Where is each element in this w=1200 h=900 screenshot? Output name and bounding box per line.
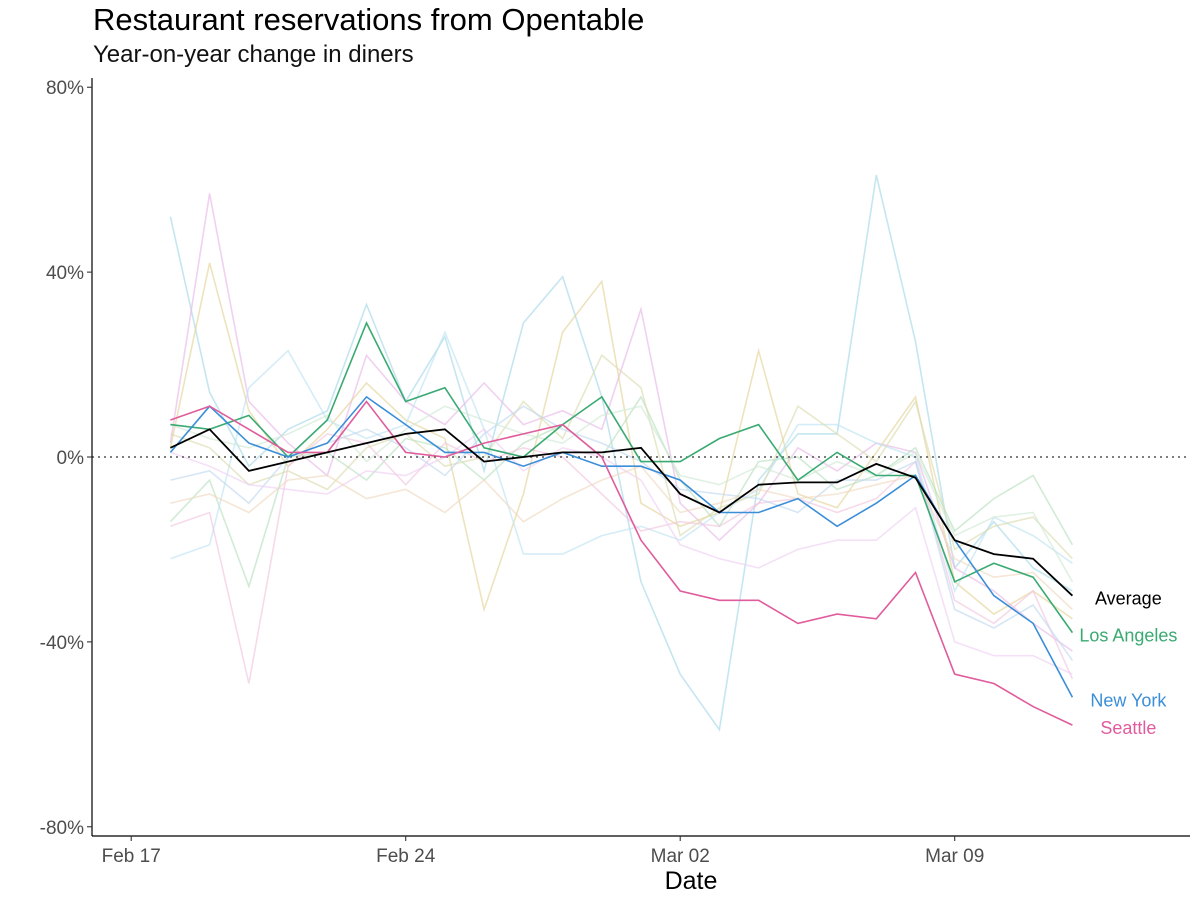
end-label-new-york: New York [1090,690,1167,710]
series-line-new-york [169,395,1074,698]
end-label-seattle: Seattle [1100,718,1156,738]
axes: 80% 40% 0% -40% -80% Feb 17 Feb 24 Mar 02 Mar 09 [40,78,1190,867]
context-series-line [170,354,1073,560]
series-line-average [170,428,1074,597]
chart-title: Restaurant reservations from Opentable [93,2,645,37]
y-tick-label: 40% [46,263,84,284]
x-tick-label: Feb 24 [376,846,436,867]
highlighted-series-group [169,321,1074,726]
y-tick-label: 80% [46,78,84,99]
x-tick-label: Feb 17 [102,846,161,867]
context-series-line [169,193,1073,652]
x-axis-title: Date [665,867,718,895]
y-tick-label: -40% [40,633,84,654]
context-series-line [169,174,1073,732]
x-tick-label: Mar 02 [651,846,710,867]
context-series-line [170,428,1073,675]
context-series-line [170,405,1074,583]
chart-subtitle: Year-on-year change in diners [93,41,414,68]
series-line-seattle [170,400,1073,726]
y-tick-label: 0% [57,448,85,469]
x-tick-label: Mar 09 [925,846,984,867]
end-label-los-angeles: Los Angeles [1079,626,1177,646]
y-tick-label: -80% [40,818,84,839]
series-end-labels: Average Los Angeles New York Seattle [1079,589,1177,738]
series-line-los-angeles [170,321,1074,634]
context-series-line [170,433,1074,684]
context-series-line [170,330,1073,594]
end-label-average: Average [1095,589,1162,609]
